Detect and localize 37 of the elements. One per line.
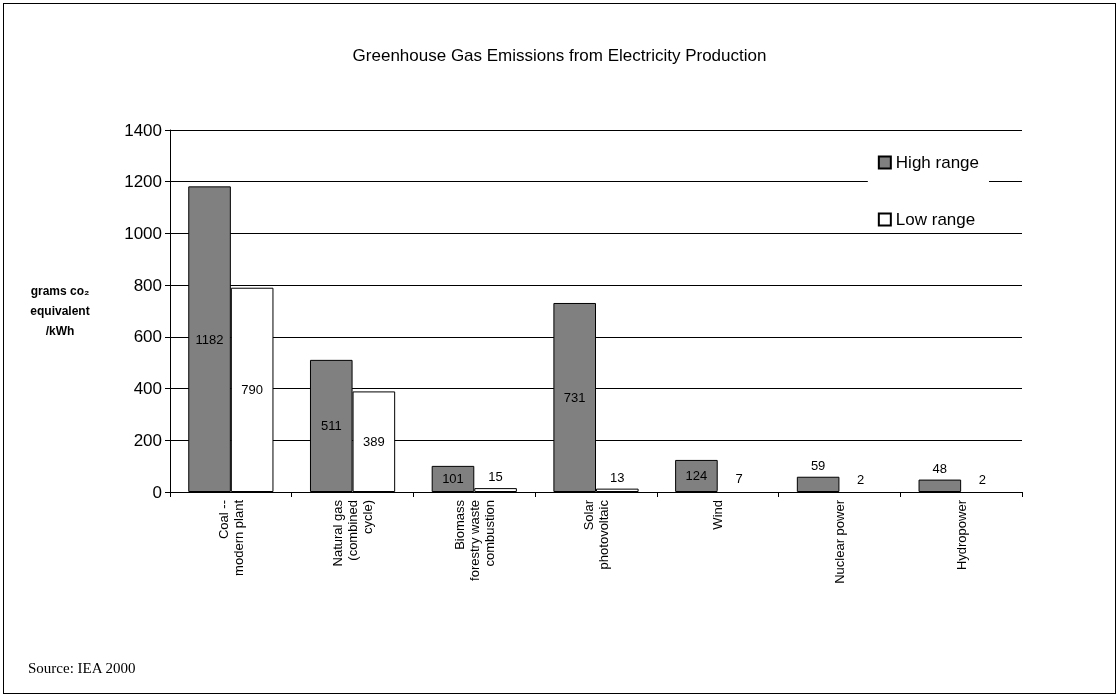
y-tick-label: 800 [133, 275, 162, 295]
bar [675, 459, 718, 492]
data-label: 124 [685, 468, 708, 484]
x-tick-label: Nuclear power [831, 499, 847, 584]
data-label: 101 [442, 471, 464, 487]
data-label: 731 [563, 389, 586, 405]
y-tick-label: 200 [133, 430, 162, 450]
data-label: 13 [610, 469, 625, 485]
source-note: Source: IEA 2000 [28, 659, 136, 676]
data-label: 2 [857, 472, 865, 488]
y-tick-label: 400 [133, 379, 162, 399]
data-label: 48 [932, 460, 948, 476]
bar [796, 476, 840, 492]
data-label: 2 [978, 472, 987, 488]
y-axis-title: grams co₂ equivalent /kWh [30, 284, 90, 338]
data-label: 790 [241, 382, 264, 398]
x-tick-label: Solar photovoltaic [581, 499, 611, 570]
x-tick-label: Hydropower [953, 499, 969, 571]
data-label: 511 [320, 418, 342, 434]
x-tick-label: Biomass forestry waste combustion [451, 499, 497, 581]
y-tick-label: 0 [152, 482, 162, 502]
data-label: 15 [488, 469, 503, 485]
data-label: 389 [363, 434, 385, 450]
y-tick-label: 1000 [124, 223, 162, 243]
data-label: 7 [735, 471, 743, 487]
y-tick-label: 600 [133, 327, 162, 347]
bar [918, 479, 962, 492]
chart-title: Greenhouse Gas Emissions from Electricity Production [352, 46, 767, 65]
legend-label: High range [895, 153, 980, 172]
data-label: 1182 [195, 331, 224, 347]
x-tick-label: Natural gas (combined cycle) [330, 499, 376, 567]
y-tick-label: 1400 [124, 120, 162, 140]
x-tick-label: Wind [710, 500, 726, 530]
data-label: 59 [810, 457, 826, 473]
x-tick-label: Coal -- modern plant [215, 499, 246, 576]
y-tick-label: 1200 [124, 172, 162, 192]
legend-label: Low range [895, 210, 976, 229]
